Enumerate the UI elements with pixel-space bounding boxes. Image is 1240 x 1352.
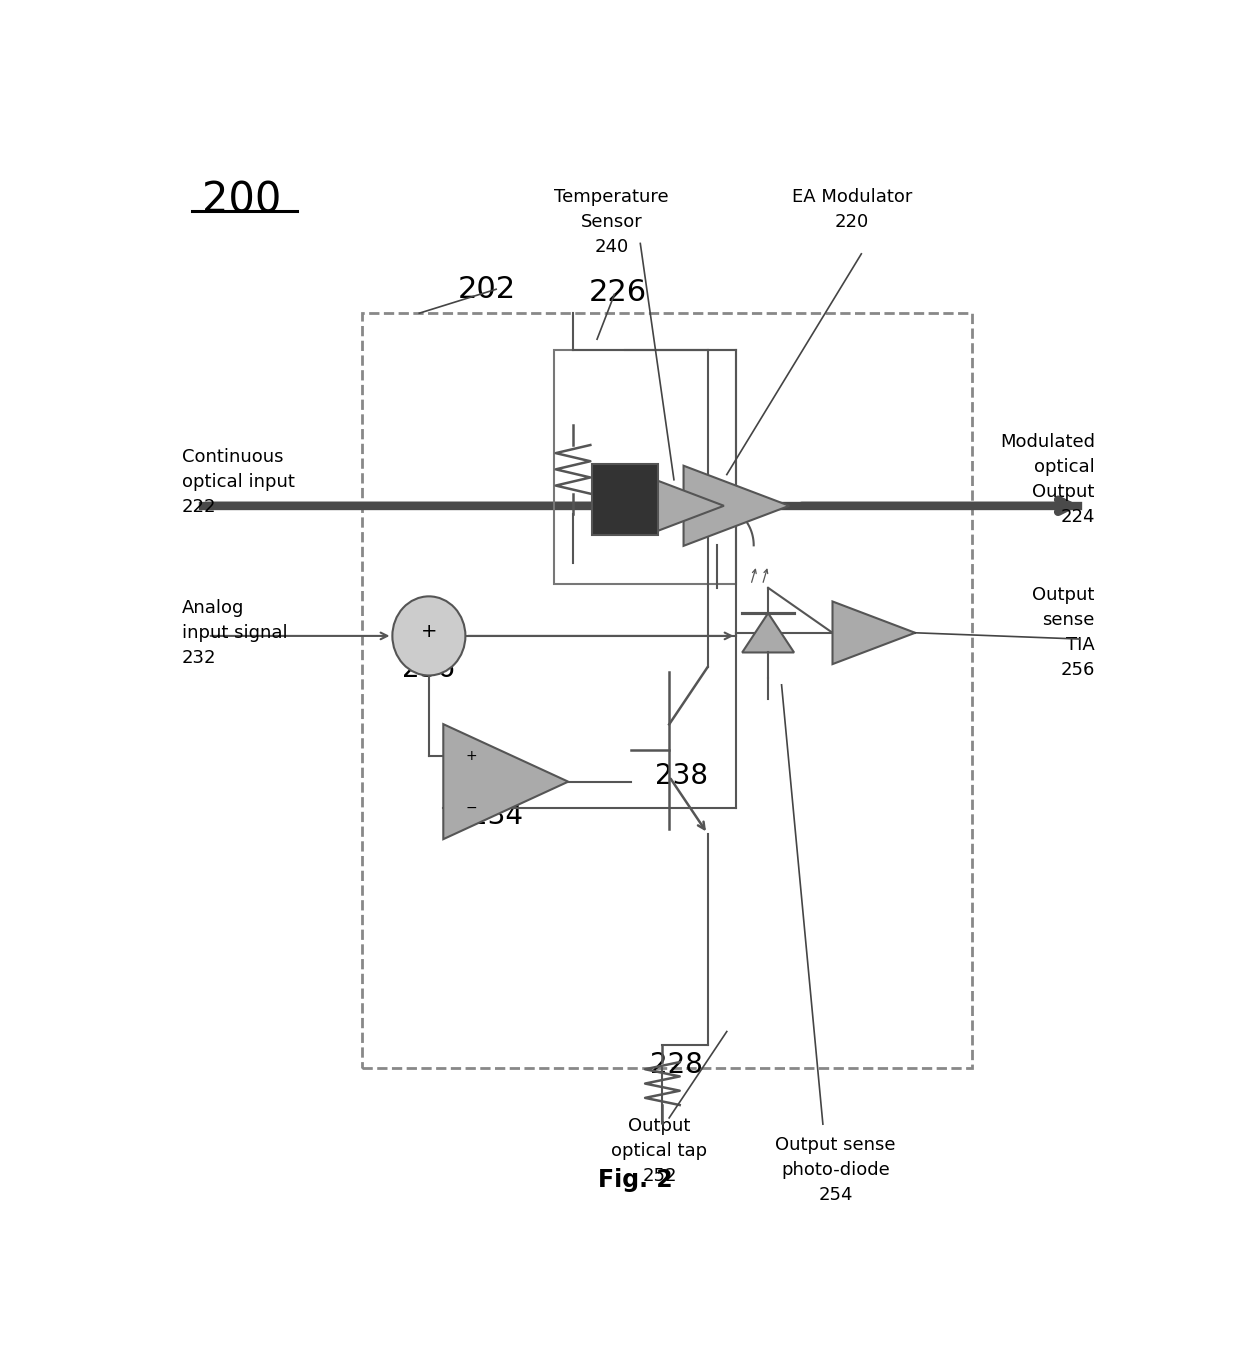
Text: 238: 238 — [655, 763, 708, 791]
Text: 228: 228 — [651, 1051, 703, 1079]
Text: Output
sense
TIA
256: Output sense TIA 256 — [1033, 587, 1095, 679]
Circle shape — [392, 596, 465, 676]
Polygon shape — [683, 465, 789, 546]
Polygon shape — [652, 479, 724, 533]
Bar — [362, 314, 972, 1068]
Bar — [554, 350, 737, 584]
Text: Temperature
Sensor
240: Temperature Sensor 240 — [554, 188, 668, 257]
Text: Output
optical tap
252: Output optical tap 252 — [611, 1117, 708, 1184]
Text: 202: 202 — [458, 274, 516, 304]
Polygon shape — [743, 612, 794, 653]
Text: Modulated
optical
Output
224: Modulated optical Output 224 — [999, 433, 1095, 526]
Text: +: + — [420, 622, 438, 641]
Polygon shape — [832, 602, 915, 664]
Polygon shape — [444, 725, 568, 840]
Text: Output sense
photo-diode
254: Output sense photo-diode 254 — [775, 1136, 895, 1203]
Text: 236: 236 — [403, 656, 455, 683]
Text: Continuous
optical input
222: Continuous optical input 222 — [182, 448, 295, 516]
Text: 226: 226 — [589, 279, 647, 307]
Text: Fig. 2: Fig. 2 — [598, 1168, 673, 1192]
Text: −: − — [465, 800, 477, 814]
Text: +: + — [465, 749, 477, 763]
Text: 200: 200 — [202, 180, 281, 222]
Text: EA Modulator
220: EA Modulator 220 — [791, 188, 911, 231]
Bar — [593, 464, 657, 535]
Text: 234: 234 — [470, 802, 522, 830]
Text: Analog
input signal
232: Analog input signal 232 — [182, 599, 288, 667]
